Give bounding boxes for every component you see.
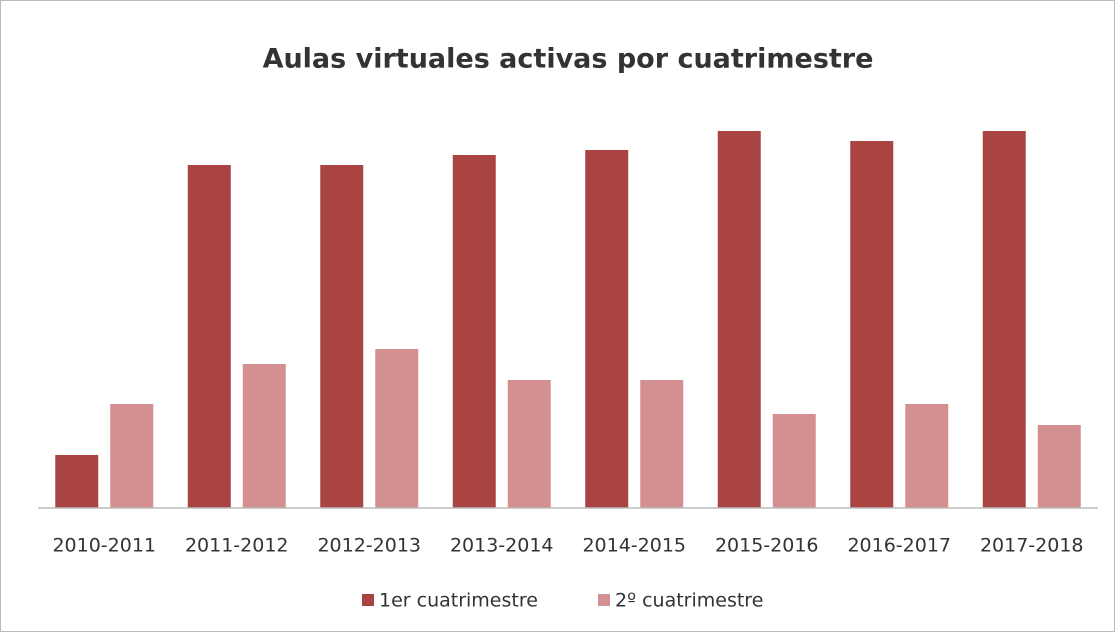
bar <box>452 155 496 508</box>
bar <box>320 165 364 508</box>
x-tick-label: 2013-2014 <box>450 535 554 557</box>
legend-swatch <box>362 594 374 606</box>
x-tick-label: 2017-2018 <box>980 535 1084 557</box>
legend-label: 2º cuatrimestre <box>615 590 763 612</box>
bar <box>1037 425 1081 508</box>
legend-swatch <box>598 594 610 606</box>
x-tick-label: 2012-2013 <box>317 535 421 557</box>
bar <box>375 349 419 508</box>
x-tick-label: 2016-2017 <box>847 535 951 557</box>
bar <box>187 165 231 508</box>
bar <box>850 141 894 508</box>
bar <box>772 414 816 508</box>
x-tick-label: 2011-2012 <box>185 535 289 557</box>
bar <box>905 404 949 508</box>
legend-label: 1er cuatrimestre <box>379 590 538 612</box>
bar <box>717 131 761 508</box>
bar <box>507 380 551 508</box>
bar <box>982 131 1026 508</box>
bar <box>55 455 99 508</box>
x-tick-label: 2015-2016 <box>715 535 819 557</box>
bar <box>640 380 684 508</box>
bar <box>110 404 154 508</box>
bar <box>242 364 286 508</box>
chart-title: Aulas virtuales activas por cuatrimestre <box>263 44 874 75</box>
x-tick-label: 2010-2011 <box>52 535 156 557</box>
x-tick-label: 2014-2015 <box>582 535 686 557</box>
bar <box>585 150 629 508</box>
